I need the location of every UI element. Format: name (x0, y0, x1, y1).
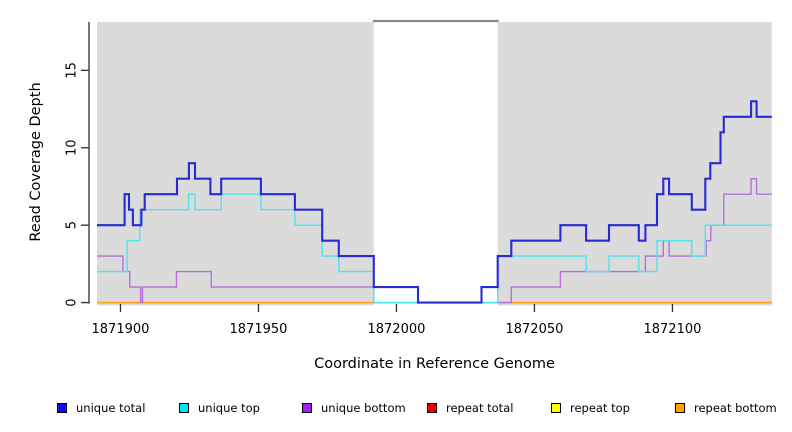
legend-label: repeat bottom (694, 401, 777, 415)
legend-item-unique-bottom: unique bottom (302, 399, 406, 417)
x-axis-title: Coordinate in Reference Genome (314, 356, 555, 372)
x-tick-label: 1871950 (230, 322, 288, 337)
legend-label: unique top (198, 401, 260, 415)
legend: unique total unique top unique bottom repea… (0, 399, 792, 421)
y-axis-title: Read Coverage Depth (28, 82, 44, 242)
x-tick-label: 1872050 (505, 322, 563, 337)
x-tick-label: 1872100 (643, 322, 701, 337)
legend-swatch-icon (675, 403, 685, 413)
y-tick-label: 10 (65, 139, 80, 156)
legend-swatch-icon (427, 403, 437, 413)
y-tick-label: 5 (65, 221, 80, 229)
x-tick-label: 1872000 (367, 322, 425, 337)
series-unique-bottom (97, 178, 772, 304)
legend-swatch-icon (302, 403, 312, 413)
legend-label: repeat total (446, 401, 514, 415)
y-tick-label: 15 (65, 62, 80, 79)
legend-label: repeat top (570, 401, 630, 415)
legend-swatch-icon (179, 403, 189, 413)
shaded-region (97, 22, 374, 306)
legend-item-unique-total: unique total (57, 399, 145, 417)
series-unique-top (97, 193, 772, 304)
legend-item-repeat-bottom: repeat bottom (675, 399, 777, 417)
legend-item-repeat-total: repeat total (427, 399, 513, 417)
x-tick-label: 1871900 (92, 322, 150, 337)
legend-swatch-icon (551, 403, 561, 413)
y-tick-label: 0 (65, 298, 80, 306)
legend-item-unique-top: unique top (179, 399, 260, 417)
legend-label: unique total (76, 401, 146, 415)
legend-label: unique bottom (321, 401, 406, 415)
legend-swatch-icon (57, 403, 67, 413)
legend-item-repeat-top: repeat top (551, 399, 630, 417)
series-unique-total (97, 100, 772, 304)
shaded-region (497, 22, 772, 306)
